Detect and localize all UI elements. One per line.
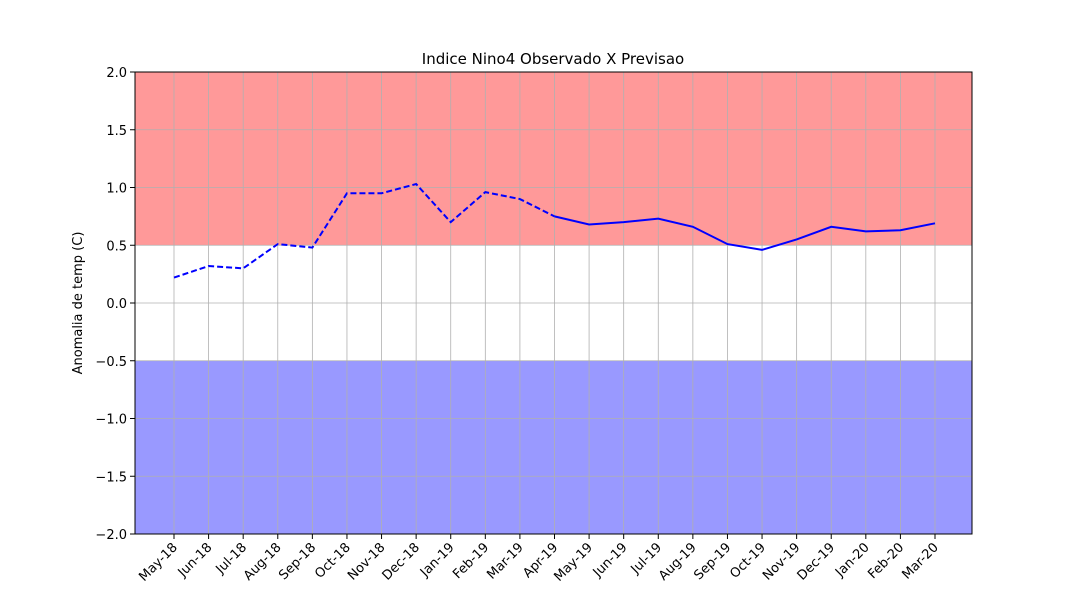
y-tick-label: 1.5: [106, 124, 127, 139]
threshold-band: [135, 360, 972, 534]
threshold-band: [135, 72, 972, 246]
x-tick-label: Dec-18: [380, 540, 423, 583]
y-tick-label: −2.0: [95, 528, 127, 543]
y-tick-label: 0.5: [106, 239, 127, 254]
y-tick-label: 0.0: [106, 297, 127, 312]
x-tick-label: Jun-18: [175, 540, 216, 581]
x-tick-label: Aug-18: [241, 540, 285, 584]
y-tick-label: −1.5: [95, 470, 127, 485]
x-tick-label: Feb-20: [865, 540, 907, 582]
y-tick-label: 2.0: [106, 66, 127, 81]
y-tick-label: 1.0: [106, 182, 127, 197]
x-tick-label: Jun-19: [590, 540, 631, 581]
x-tick-label: Aug-19: [656, 540, 700, 584]
x-tick-label: Sep-19: [691, 540, 734, 583]
x-tick-label: May-19: [551, 540, 595, 584]
plot-frame: [134, 71, 973, 535]
x-tick-label: Jan-20: [832, 540, 873, 581]
x-tick-label: Nov-18: [345, 540, 388, 583]
line-series: [554, 215, 936, 251]
chart-title: Indice Nino4 Observado X Previsao: [422, 50, 684, 68]
y-tick-label: −1.0: [95, 413, 127, 428]
x-tick-label: Sep-18: [276, 540, 319, 583]
x-tick-label: Mar-19: [484, 540, 526, 582]
line-series: [173, 182, 555, 279]
x-tick-label: May-18: [136, 540, 180, 584]
x-tick-label: Nov-19: [760, 540, 803, 583]
x-tick-label: Jan-19: [417, 540, 458, 581]
y-axis-label: Anomalia de temp (C): [71, 232, 86, 375]
x-tick-label: Feb-19: [450, 540, 492, 582]
x-tick-label: Dec-19: [795, 540, 838, 583]
x-tick-label: Mar-20: [899, 540, 941, 582]
y-tick-label: −0.5: [95, 355, 127, 370]
